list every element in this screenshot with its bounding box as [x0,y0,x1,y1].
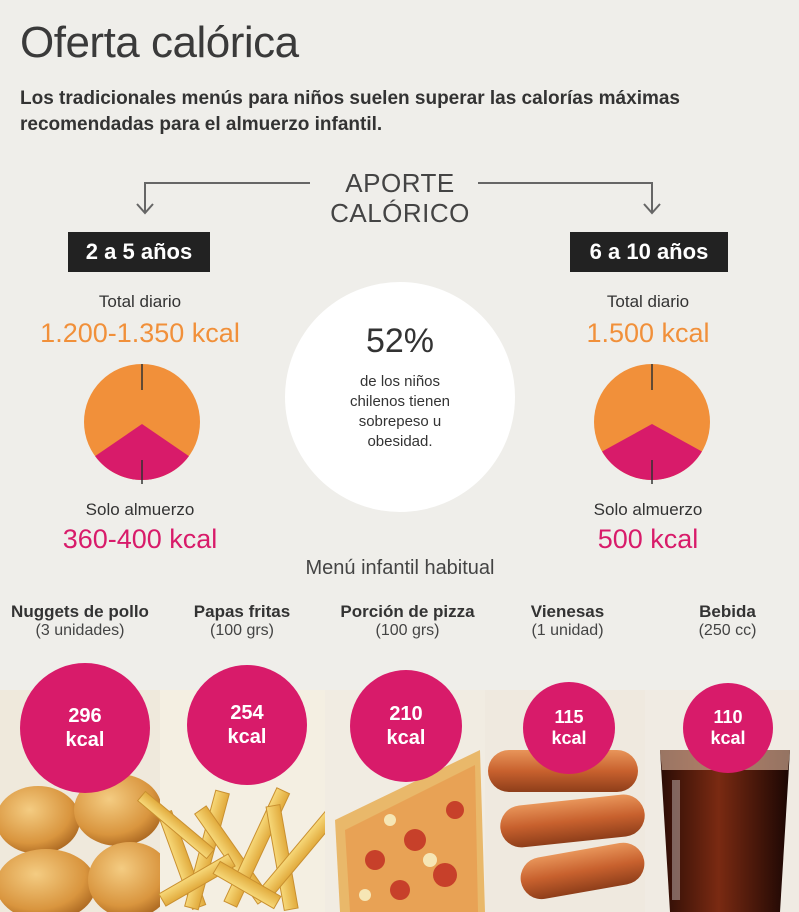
kcal-circle-pizza: 210 kcal [350,670,462,782]
food-label-pizza: Porción de pizza (100 grs) [325,602,490,640]
food-qty: (100 grs) [209,622,275,639]
stat-description: de los niños chilenos tienen sobrepeso u… [320,372,480,452]
food-qty: (3 unidades) [35,622,125,639]
stat-line-2: chilenos tienen [349,393,451,410]
subtitle-line-1: Los tradicionales menús para niños suele… [20,88,680,109]
page-subtitle: Los tradicionales menús para niños suele… [20,86,780,138]
age-badge-2-5: 2 a 5 años [68,232,210,272]
kcal-value: 210 [389,703,423,725]
page-title: Oferta calórica [20,18,299,67]
food-label-sausage: Vienesas (1 unidad) [500,602,635,640]
left-connector-line [144,182,310,212]
kcal-value: 110 [713,707,743,727]
aporte-line-1: APORTE [345,168,455,198]
kcal-unit: kcal [710,728,746,748]
age-badge-6-10: 6 a 10 años [570,232,728,272]
kcal-circle-nuggets: 296 kcal [20,663,150,793]
left-arrow-icon [136,203,154,215]
kcal-unit: kcal [227,726,267,748]
stat-line-1: de los niños [359,373,441,390]
pie-chart-2-5 [84,364,200,484]
food-label-fries: Papas fritas (100 grs) [172,602,312,640]
food-label-soda: Bebida (250 cc) [660,602,795,640]
soda-photo [645,690,799,912]
lunch-value-2-5: 360-400 kcal [62,524,218,554]
food-qty: (250 cc) [698,622,757,639]
stat-line-3: sobrepeso u [358,413,442,430]
kcal-circle-fries: 254 kcal [187,665,307,785]
right-arrow-icon [643,203,661,215]
kcal-value: 254 [230,702,264,724]
kcal-unit: kcal [551,728,587,748]
kcal-unit: kcal [65,729,105,751]
kcal-unit: kcal [386,727,426,749]
food-name: Vienesas [530,602,605,621]
food-qty: (1 unidad) [531,622,604,639]
pie-lunch-slice-6-10 [602,424,702,480]
kcal-value: 296 [68,705,102,727]
kcal-circle-sausage: 115 kcal [523,682,615,774]
total-value-2-5: 1.200-1.350 kcal [40,318,240,348]
food-name: Porción de pizza [340,602,475,621]
pie-chart-6-10 [594,364,710,484]
menu-title: Menú infantil habitual [305,557,495,579]
food-name: Nuggets de pollo [11,602,149,621]
pie-lunch-slice-2-5 [95,424,189,480]
kcal-circle-soda: 110 kcal [683,683,773,773]
aporte-label: APORTE CALÓRICO [300,168,500,228]
food-qty: (100 grs) [375,622,440,639]
stat-line-4: obesidad. [367,433,433,450]
kcal-value: 115 [554,707,584,727]
food-label-nuggets: Nuggets de pollo (3 unidades) [0,602,160,640]
food-name: Papas fritas [193,602,291,621]
lunch-value-6-10: 500 kcal [597,524,699,554]
aporte-connector [136,182,661,215]
total-label-2-5: Total diario [98,292,182,311]
lunch-label-2-5: Solo almuerzo [85,500,195,519]
total-value-6-10: 1.500 kcal [586,318,710,348]
lunch-label-6-10: Solo almuerzo [593,500,703,519]
stat-percent: 52% [365,322,435,360]
food-name: Bebida [699,602,756,621]
right-connector-line [478,182,653,212]
subtitle-line-2: recomendadas para el almuerzo infantil. [20,114,383,135]
total-label-6-10: Total diario [606,292,690,311]
stat-circle [285,282,515,512]
aporte-line-2: CALÓRICO [330,198,470,228]
